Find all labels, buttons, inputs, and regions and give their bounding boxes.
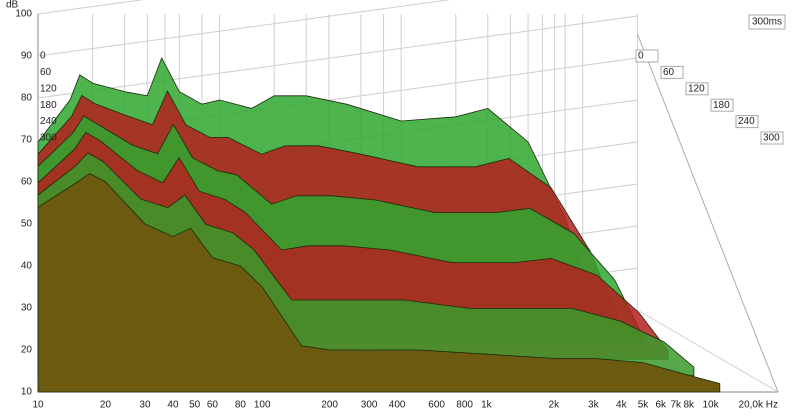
time-label-box (735, 115, 759, 129)
y-tick-label: 80 (21, 93, 33, 104)
x-tick-label: 5k (638, 400, 650, 411)
x-tick-label: 800 (456, 400, 473, 411)
y-tick-label: 20 (21, 345, 33, 356)
x-tick-label: 3k (588, 400, 600, 411)
x-tick-label: 60 (207, 400, 219, 411)
y-tick-label: 90 (21, 51, 33, 62)
y-tick-label: 30 (21, 303, 33, 314)
time-label-box (635, 49, 659, 63)
time-label-box (660, 65, 684, 79)
y-tick-label: 40 (21, 261, 33, 272)
y-axis-label: dB (6, 0, 19, 11)
time-label-left: 120 (40, 83, 57, 94)
x-tick-label: 2k (549, 400, 561, 411)
x-tick-label: 7k (671, 400, 683, 411)
time-label-box (685, 82, 709, 96)
time-label-box (760, 131, 784, 145)
time-label-right: 180 (713, 100, 730, 111)
time-label-right: 240 (738, 116, 755, 127)
x-tick-label: 6k (656, 400, 668, 411)
grid-line (37, 0, 145, 15)
x-tick-label: 20 (100, 400, 112, 411)
time-label-box (710, 98, 734, 112)
time-label-right: 120 (688, 83, 705, 94)
grid-line (637, 309, 779, 393)
depth-edge (636, 33, 779, 393)
slice (37, 173, 721, 393)
annotation-box (748, 14, 786, 30)
time-label-left: 180 (40, 100, 57, 111)
y-tick-label: 70 (21, 135, 33, 146)
time-label-left: 300 (40, 133, 57, 144)
x-tick-label: 30 (139, 400, 151, 411)
x-tick-label: 8k (684, 400, 696, 411)
x-tick-label: 100 (254, 400, 271, 411)
time-label-left: 240 (40, 116, 57, 127)
x-tick-label: 200 (321, 400, 338, 411)
time-label-right: 60 (663, 67, 675, 78)
x-tick-label: 600 (428, 400, 445, 411)
y-tick-label: 60 (21, 177, 33, 188)
time-label-right: 0 (638, 51, 644, 62)
x-tick-label: 10 (32, 400, 44, 411)
time-label-left: 60 (40, 67, 52, 78)
grid-line (37, 15, 638, 99)
x-tick-label: 50 (189, 400, 201, 411)
x-tick-label: 1k (481, 400, 493, 411)
x-tick-label: 300 (361, 400, 378, 411)
time-label-left: 0 (40, 51, 46, 62)
x-tick-label: 400 (389, 400, 406, 411)
y-tick-label: 100 (15, 9, 32, 20)
x-tick-label: 10k (702, 400, 719, 411)
grid-line (37, 0, 452, 57)
x-tick-label: 4k (616, 400, 628, 411)
x-tick-label: 20,0k Hz (739, 400, 778, 411)
x-tick-label: 40 (167, 400, 179, 411)
x-tick-label: 80 (235, 400, 247, 411)
y-tick-label: 10 (21, 387, 33, 398)
annotation: 300ms (752, 17, 782, 28)
time-label-right: 300 (763, 133, 780, 144)
y-tick-label: 50 (21, 219, 33, 230)
